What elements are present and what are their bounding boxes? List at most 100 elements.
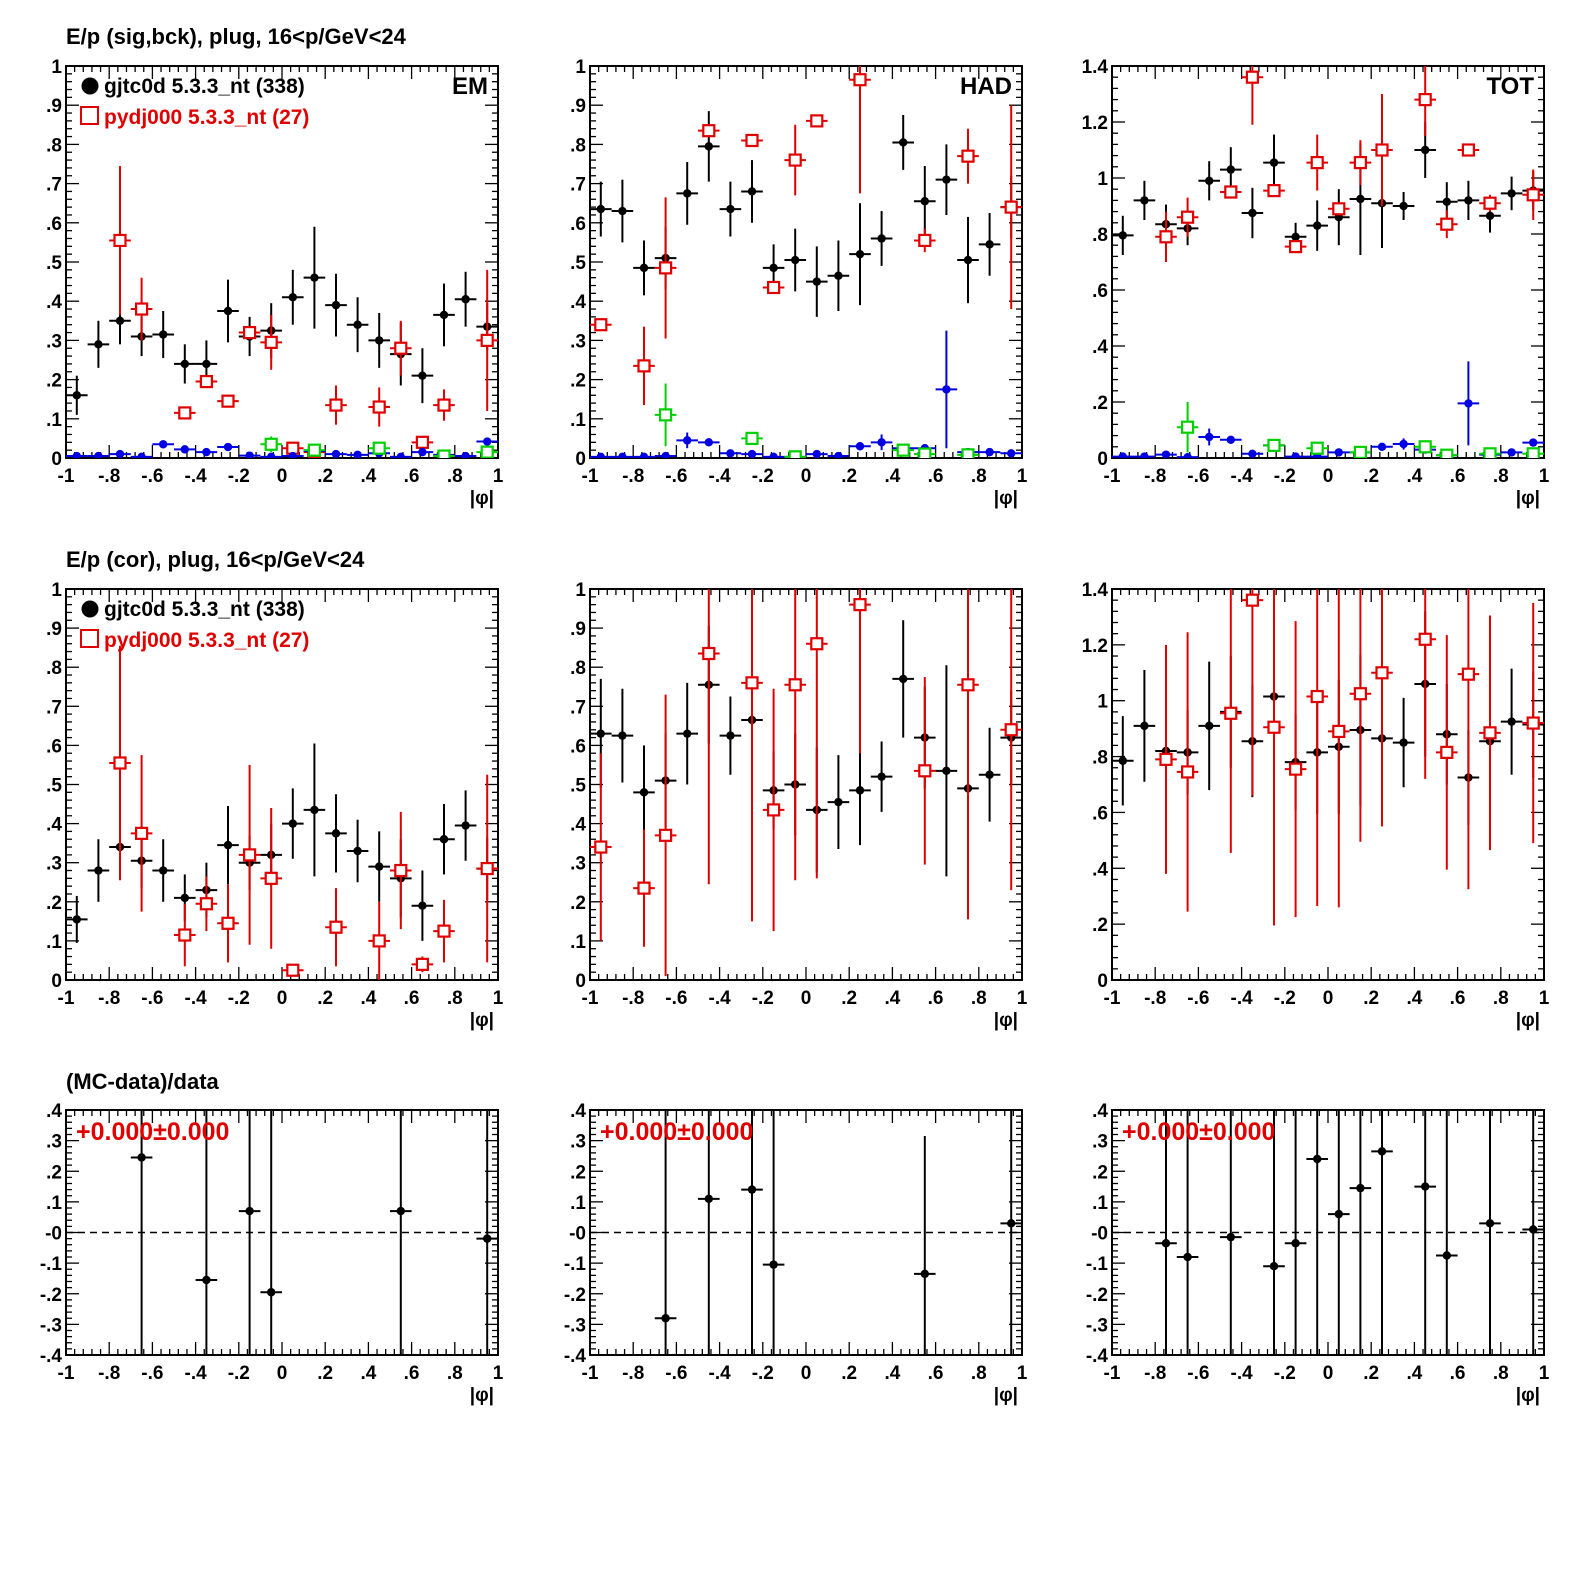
x-tick-label: -.8 bbox=[98, 1363, 120, 1384]
data-point bbox=[1399, 738, 1408, 747]
x-tick-label: -.2 bbox=[1274, 1363, 1296, 1384]
data-point bbox=[834, 451, 843, 458]
data-point bbox=[877, 438, 886, 447]
data-point bbox=[223, 442, 233, 452]
data-point bbox=[1140, 196, 1149, 205]
y-tick-label: -.1 bbox=[40, 1254, 63, 1275]
data-point bbox=[437, 449, 451, 458]
data-point bbox=[942, 766, 951, 776]
data-point bbox=[1526, 716, 1540, 730]
y-tick-label: .4 bbox=[1092, 337, 1108, 358]
y-tick-label: .9 bbox=[570, 619, 586, 640]
y-tick-label: -0 bbox=[569, 1224, 586, 1245]
data-point bbox=[1334, 1209, 1344, 1219]
y-tick-label: .1 bbox=[570, 410, 586, 431]
x-tick-label: -.4 bbox=[709, 1363, 732, 1384]
y-tick-label: .9 bbox=[570, 96, 586, 117]
data-point bbox=[331, 829, 341, 838]
y-tick-label: 0 bbox=[51, 971, 62, 992]
data-point bbox=[726, 449, 735, 458]
data-point bbox=[1269, 1261, 1279, 1271]
data-point bbox=[483, 1234, 492, 1243]
data-point bbox=[394, 341, 408, 355]
data-point bbox=[94, 451, 103, 458]
data-point bbox=[1529, 438, 1538, 447]
data-point bbox=[942, 385, 951, 394]
y-tick-label: .6 bbox=[570, 214, 586, 235]
data-point bbox=[769, 452, 778, 458]
y-tick-label: 1 bbox=[1097, 692, 1108, 713]
data-point bbox=[1334, 448, 1344, 457]
data-point bbox=[1118, 452, 1127, 458]
y-tick-label: .4 bbox=[46, 1101, 62, 1122]
x-tick-label: .8 bbox=[447, 988, 463, 1009]
x-tick-label: .4 bbox=[884, 1363, 900, 1384]
data-point bbox=[180, 359, 189, 369]
data-point bbox=[1507, 189, 1516, 198]
x-tick-label: 0 bbox=[1323, 1363, 1334, 1384]
data-point bbox=[115, 449, 125, 458]
x-tick-label: .2 bbox=[1363, 988, 1379, 1009]
data-point bbox=[353, 320, 362, 329]
x-tick-label: -1 bbox=[58, 988, 75, 1009]
x-tick-label: .6 bbox=[404, 988, 420, 1009]
y-tick-label: .9 bbox=[46, 619, 62, 640]
y-tick-label: .4 bbox=[570, 292, 586, 313]
x-tick-label: .4 bbox=[360, 1363, 376, 1384]
data-point bbox=[245, 1206, 254, 1216]
panel-label: HAD bbox=[960, 73, 1012, 100]
data-point bbox=[178, 928, 192, 942]
x-tick-label: -.6 bbox=[1187, 1363, 1209, 1384]
data-point bbox=[137, 452, 146, 458]
x-tick-label: .2 bbox=[317, 988, 333, 1009]
data-point bbox=[1353, 445, 1368, 458]
data-point bbox=[769, 263, 778, 273]
row-title-layer: E/p (sig,bck), plug, 16<p/GeV<24 E/p (co… bbox=[66, 24, 407, 1094]
series-layer bbox=[590, 589, 1022, 977]
x-tick-label: 0 bbox=[277, 1363, 288, 1384]
y-tick-label: .2 bbox=[570, 1162, 586, 1183]
data-point bbox=[747, 1185, 757, 1194]
data-point bbox=[920, 1269, 929, 1279]
series-layer bbox=[1112, 589, 1544, 926]
panel-5: -1 -.8 -.6 -.4 -.2 0 .2 .4 .6 .8 1 0 .1 .2 .3 .4 .5 .6 .7.… bbox=[570, 580, 1028, 1031]
data-point bbox=[331, 449, 341, 458]
x-tick-label: 0 bbox=[1323, 988, 1334, 1009]
data-point bbox=[658, 828, 673, 842]
x-tick-label: -.4 bbox=[1231, 1363, 1254, 1384]
x-tick-label: .8 bbox=[447, 1363, 463, 1384]
data-point bbox=[72, 451, 81, 458]
y-tick-label: -.4 bbox=[40, 1346, 63, 1367]
x-tick-label: .8 bbox=[1493, 1363, 1509, 1384]
data-point bbox=[1007, 1219, 1016, 1228]
x-tick-label: .2 bbox=[841, 1363, 857, 1384]
data-point bbox=[1291, 232, 1300, 241]
data-point bbox=[899, 138, 908, 147]
data-point bbox=[1291, 452, 1300, 458]
legend-marker-mc bbox=[80, 106, 99, 125]
data-point bbox=[288, 819, 297, 828]
x-tick-label: -.8 bbox=[622, 988, 644, 1009]
data-point bbox=[1226, 435, 1236, 444]
x-tick-label: -.4 bbox=[1231, 466, 1254, 487]
data-point bbox=[704, 438, 713, 447]
data-point bbox=[1442, 1251, 1452, 1260]
data-point bbox=[618, 206, 627, 216]
data-point bbox=[159, 866, 168, 875]
data-point bbox=[596, 204, 605, 214]
series-layer bbox=[66, 645, 498, 980]
x-tick-label: 1 bbox=[493, 988, 504, 1009]
data-point bbox=[267, 1288, 276, 1297]
y-tick-label: .8 bbox=[46, 135, 62, 156]
x-tick-label: -.4 bbox=[1231, 988, 1254, 1009]
data-point bbox=[375, 862, 384, 871]
data-point bbox=[243, 325, 257, 340]
y-tick-label: -.3 bbox=[1086, 1315, 1108, 1336]
data-point bbox=[963, 255, 973, 265]
x-axis-label: |φ| bbox=[1516, 488, 1540, 509]
data-point bbox=[899, 674, 908, 684]
series-layer bbox=[1155, 1110, 1544, 1355]
data-point bbox=[418, 371, 427, 380]
data-point bbox=[461, 821, 470, 830]
